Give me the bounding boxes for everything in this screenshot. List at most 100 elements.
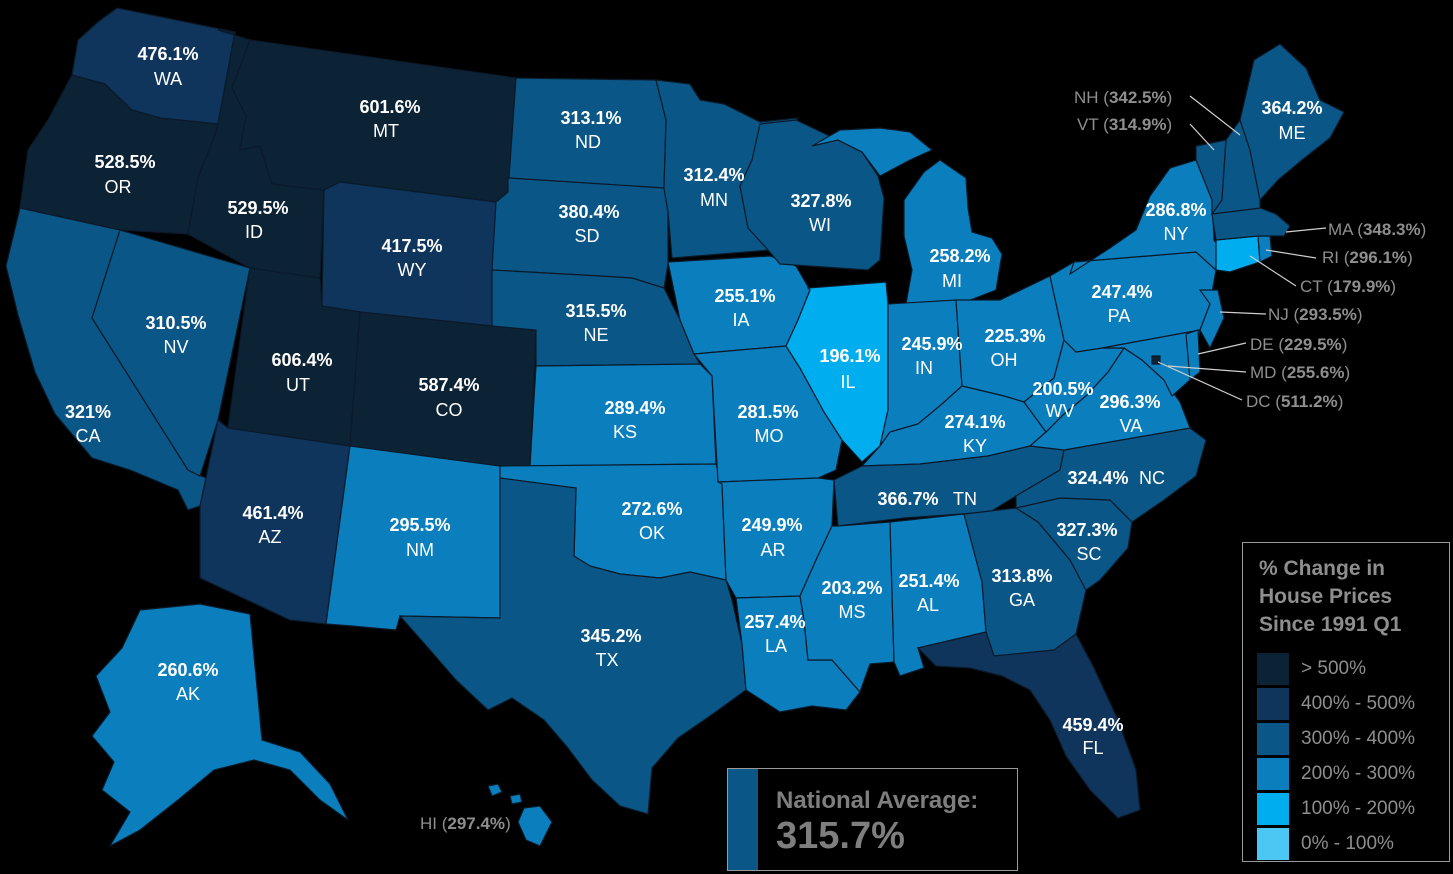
label-pct-IN: 245.9% <box>901 334 962 354</box>
side-label-RI: RI (296.1%) <box>1322 248 1413 267</box>
side-labels: NH (342.5%) VT (314.9%) MA (348.3%) RI (… <box>420 88 1426 833</box>
state-MI[interactable] <box>903 159 1003 305</box>
label-pct-MO: 281.5% <box>737 402 798 422</box>
state-CT[interactable] <box>1215 235 1261 273</box>
label-abbr-VA: VA <box>1120 416 1143 436</box>
label-abbr-AL: AL <box>917 595 939 615</box>
state-MA[interactable] <box>1211 207 1291 241</box>
state-TX[interactable] <box>398 477 747 815</box>
national-average-swatch <box>728 769 758 870</box>
label-pct-NE: 315.5% <box>565 301 626 321</box>
label-abbr-NM: NM <box>406 540 434 560</box>
label-pct-WY: 417.5% <box>381 236 442 256</box>
label-abbr-MS: MS <box>839 602 866 622</box>
label-pct-LA: 257.4% <box>744 612 805 632</box>
label-abbr-TN: TN <box>953 489 977 509</box>
label-abbr-IN: IN <box>915 358 933 378</box>
label-abbr-WY: WY <box>398 260 427 280</box>
state-HI-maui[interactable] <box>509 793 523 805</box>
label-pct-AK: 260.6% <box>157 660 218 680</box>
legend-label: 200% - 300% <box>1301 763 1416 784</box>
label-abbr-WA: WA <box>154 69 182 89</box>
side-label-NH: NH (342.5%) <box>1074 88 1172 107</box>
label-abbr-OH: OH <box>991 350 1018 370</box>
label-pct-UT: 606.4% <box>271 350 332 370</box>
state-ME[interactable] <box>1239 43 1345 202</box>
label-abbr-NY: NY <box>1163 224 1188 244</box>
state-MI-UP[interactable] <box>811 127 934 177</box>
label-abbr-MN: MN <box>700 190 728 210</box>
label-pct-TN: 366.7% <box>877 489 938 509</box>
side-label-MD: MD (255.6%) <box>1250 363 1350 382</box>
label-pct-NV: 310.5% <box>145 313 206 333</box>
label-pct-IL: 196.1% <box>819 346 880 366</box>
national-average-value: 315.7% <box>776 815 905 857</box>
label-pct-MI: 258.2% <box>929 246 990 266</box>
legend-bin: > 500% <box>1257 653 1447 685</box>
state-CO[interactable] <box>349 311 537 471</box>
legend: % Change in House Prices Since 1991 Q1 >… <box>1242 542 1450 862</box>
label-abbr-NC: NC <box>1139 468 1165 488</box>
label-abbr-NE: NE <box>583 325 608 345</box>
label-pct-MS: 203.2% <box>821 578 882 598</box>
label-abbr-WV: WV <box>1046 401 1075 421</box>
label-pct-OK: 272.6% <box>621 499 682 519</box>
label-abbr-GA: GA <box>1009 590 1035 610</box>
state-HI-oahu[interactable] <box>487 783 503 797</box>
label-abbr-IL: IL <box>840 372 855 392</box>
legend-label: 0% - 100% <box>1301 833 1394 854</box>
side-label-MA: MA (348.3%) <box>1328 220 1426 239</box>
legend-bin: 200% - 300% <box>1257 758 1447 790</box>
label-abbr-MT: MT <box>373 121 399 141</box>
state-AK[interactable] <box>91 603 349 848</box>
legend-bin: 300% - 400% <box>1257 723 1447 755</box>
label-abbr-TX: TX <box>595 650 618 670</box>
label-pct-VA: 296.3% <box>1099 392 1160 412</box>
label-abbr-FL: FL <box>1082 738 1103 758</box>
national-average-box: National Average: 315.7% <box>727 768 1018 871</box>
legend-swatch <box>1257 723 1289 755</box>
label-abbr-KS: KS <box>613 422 637 442</box>
legend-label: 400% - 500% <box>1301 693 1416 714</box>
label-pct-NC: 324.4% <box>1067 468 1128 488</box>
label-abbr-LA: LA <box>765 636 787 656</box>
state-NJ[interactable] <box>1198 289 1225 350</box>
label-abbr-UT: UT <box>286 375 310 395</box>
label-pct-GA: 313.8% <box>991 566 1052 586</box>
legend-bin: 0% - 100% <box>1257 828 1447 860</box>
state-RI[interactable] <box>1257 235 1273 263</box>
legend-swatch <box>1257 653 1289 685</box>
legend-label: 100% - 200% <box>1301 798 1416 819</box>
label-pct-CO: 587.4% <box>418 375 479 395</box>
state-NC[interactable] <box>1015 427 1207 523</box>
label-abbr-WI: WI <box>809 215 831 235</box>
label-abbr-SC: SC <box>1076 544 1101 564</box>
side-label-CT: CT (179.9%) <box>1300 277 1396 296</box>
label-pct-AL: 251.4% <box>898 571 959 591</box>
label-abbr-KY: KY <box>963 436 987 456</box>
legend-swatch <box>1257 793 1289 825</box>
label-abbr-NV: NV <box>163 337 188 357</box>
label-pct-PA: 247.4% <box>1091 282 1152 302</box>
label-abbr-CA: CA <box>75 426 100 446</box>
label-pct-ME: 364.2% <box>1261 98 1322 118</box>
label-pct-MT: 601.6% <box>359 97 420 117</box>
national-average-label: National Average: <box>776 787 979 814</box>
label-pct-NY: 286.8% <box>1145 200 1206 220</box>
state-NM[interactable] <box>325 445 509 631</box>
label-abbr-CO: CO <box>436 400 463 420</box>
state-HI[interactable] <box>517 805 553 847</box>
label-pct-SC: 327.3% <box>1056 520 1117 540</box>
label-pct-AR: 249.9% <box>741 515 802 535</box>
label-pct-AZ: 461.4% <box>242 503 303 523</box>
label-abbr-AK: AK <box>176 684 200 704</box>
legend-label: > 500% <box>1301 658 1366 679</box>
label-abbr-ID: ID <box>245 222 263 242</box>
state-FL[interactable] <box>916 631 1141 819</box>
legend-bin: 400% - 500% <box>1257 688 1447 720</box>
label-abbr-AZ: AZ <box>258 527 281 547</box>
side-label-NJ: NJ (293.5%) <box>1268 305 1363 324</box>
label-abbr-MI: MI <box>942 271 962 291</box>
label-pct-TX: 345.2% <box>580 626 641 646</box>
label-pct-MN: 312.4% <box>683 165 744 185</box>
